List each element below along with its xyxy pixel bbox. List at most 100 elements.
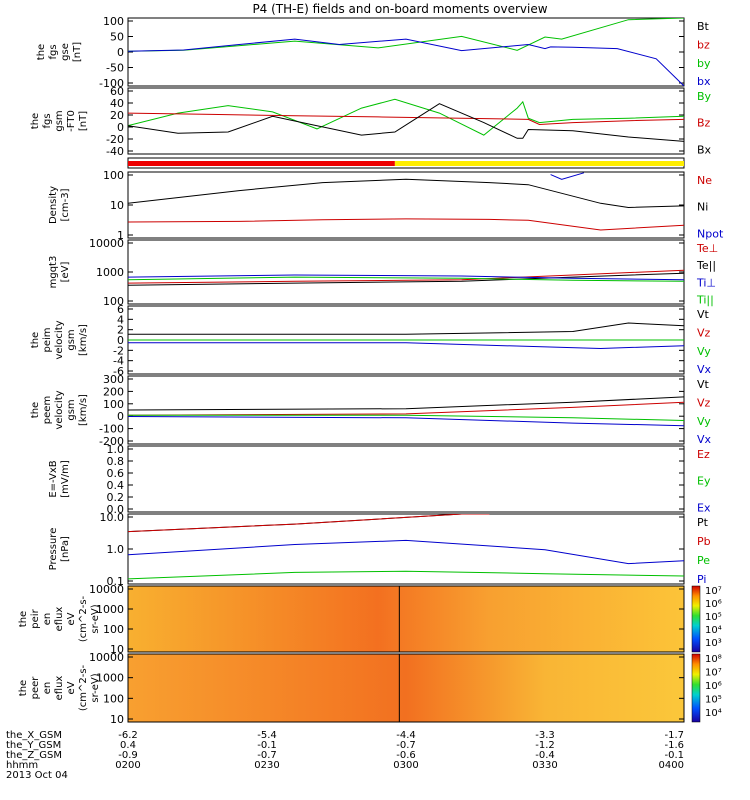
y-axis-label: [nT]	[78, 111, 89, 131]
colorbar-label: 10⁶	[705, 599, 722, 610]
x-tick-label: 0330	[532, 760, 557, 771]
y-axis-label: [nPa]	[60, 536, 71, 562]
x-tick-label: 0230	[254, 760, 279, 771]
y-axis-label: [eV]	[60, 262, 71, 283]
y-axis-label: fgs	[48, 44, 59, 59]
y-axis-label: [nT]	[72, 42, 83, 62]
legend-entry: Npot	[697, 227, 724, 240]
y-tick-label: 60	[110, 85, 124, 98]
chart-title: P4 (TH-E) fields and on-board moments ov…	[252, 2, 547, 16]
y-axis-label: fgs	[42, 113, 53, 128]
x-tick-label: -0.1	[257, 740, 277, 751]
y-tick-label: 1000	[96, 603, 124, 616]
y-tick-label: 10.0	[100, 511, 125, 524]
status-bar-yellow	[394, 161, 684, 166]
y-tick-label: 0.0	[107, 503, 125, 516]
series-line-Ne	[128, 218, 684, 231]
legend-entry: Vx	[697, 433, 712, 446]
y-tick-label: 1.0	[107, 543, 125, 556]
series-line-Bz	[128, 112, 684, 126]
legend-entry: Bz	[697, 117, 711, 130]
colorbar: 10⁸ 10⁷ 10⁶ 10⁵ 10⁴	[691, 653, 722, 723]
x-tick-label: 0.4	[120, 740, 136, 751]
y-axis-label: Pressure	[48, 528, 59, 571]
y-axis-label: gsm	[54, 110, 65, 131]
series-line-Vx	[128, 416, 684, 427]
x-tick-label: -4.4	[396, 730, 416, 741]
x-row-label: hhmm	[6, 760, 38, 771]
y-tick-label: 0.2	[107, 491, 125, 504]
panel-frame	[127, 445, 685, 513]
legend-entry: Vz	[697, 396, 711, 409]
series-line-Vz	[128, 401, 684, 416]
y-axis-label: eflux	[54, 607, 65, 632]
date-label: 2013 Oct 04	[6, 770, 68, 781]
legend-entry: Ti⊥	[696, 276, 716, 289]
series-line-Bx	[128, 103, 684, 142]
y-axis-label: the	[18, 611, 29, 627]
legend-entry: Vz	[697, 326, 711, 339]
series-line-Ti⊥	[128, 274, 684, 281]
legend-entry: Ni	[697, 201, 708, 214]
x-tick-label: -0.6	[396, 750, 416, 761]
series-group	[128, 322, 684, 350]
x-tick-label: 0200	[115, 760, 140, 771]
legend-entry: bx	[697, 75, 711, 88]
y-tick-label: 0	[117, 121, 124, 134]
spectrogram-image	[128, 586, 684, 652]
y-axis-label: en	[42, 613, 53, 626]
y-tick-label: 0	[117, 334, 124, 347]
y-axis-label: (cm^2-s-	[78, 664, 89, 711]
panel-10: 10⁸ 10⁷ 10⁶ 10⁵ 10⁴ 10000 1000 100 10 the peer en ef…	[18, 651, 722, 726]
series-line-Pi	[128, 539, 684, 565]
y-axis-label: the	[36, 44, 47, 60]
y-tick-label: 10000	[89, 583, 124, 596]
x-row-label: the_X_GSM	[6, 730, 62, 741]
panel-1: 100 50 0 -50 -100 the fgs gse [nT] Bt bz by bx	[36, 15, 711, 90]
y-tick-label: -40	[106, 145, 124, 158]
legend-entry: Ex	[697, 501, 711, 514]
y-tick-label: -4	[113, 355, 124, 368]
y-axis-label: (cm^2-s-	[78, 595, 89, 642]
status-bar-red	[128, 161, 395, 166]
y-tick-label: -6	[113, 365, 124, 378]
y-axis-label: velocity	[54, 320, 65, 359]
legend-entry: Ey	[697, 475, 711, 488]
y-tick-label: 200	[103, 385, 124, 398]
series-line-Pe	[128, 570, 684, 580]
y-axis-label: gse	[60, 43, 71, 61]
panel-9: 10⁷ 10⁶ 10⁵ 10⁴ 10³ 10000 1000 100 10 the peir en ef…	[18, 583, 722, 656]
colorbar-label: 10³	[705, 638, 722, 649]
panel-frame	[127, 513, 685, 585]
y-tick-label: 1	[117, 229, 124, 242]
colorbar: 10⁷ 10⁶ 10⁵ 10⁴ 10³	[691, 585, 722, 653]
series-group	[128, 396, 684, 427]
panel-3: 100 10 1 Density [cm-3] Ne Ni Npot	[48, 169, 724, 242]
y-axis-label: E=-VxB	[48, 460, 59, 497]
x-tick-label: -1.6	[664, 740, 684, 751]
y-axis-label: the	[30, 332, 41, 348]
panel-frame	[127, 87, 685, 155]
colorbar-label: 10⁶	[705, 681, 722, 692]
y-tick-label: 100	[103, 295, 124, 308]
y-tick-label: -50	[106, 62, 124, 75]
y-tick-label: -200	[99, 435, 124, 448]
colorbar-label: 10⁵	[705, 695, 722, 706]
series-line-Te||	[128, 272, 684, 286]
series-line-Vx	[128, 342, 684, 350]
x-tick-label: -0.9	[118, 750, 138, 761]
y-tick-label: -2	[113, 344, 124, 357]
x-tick-label: -0.4	[535, 750, 555, 761]
y-tick-label: 1000	[96, 672, 124, 685]
y-axis-label: peim	[42, 327, 53, 352]
y-axis-label: velocity	[54, 390, 65, 429]
y-axis-label: eV	[66, 612, 77, 625]
y-tick-label: 0	[117, 410, 124, 423]
legend-entry: by	[697, 57, 711, 70]
legend-entry: Vy	[697, 345, 711, 358]
series-group	[128, 18, 684, 86]
y-axis-label: -FT0	[66, 110, 77, 132]
